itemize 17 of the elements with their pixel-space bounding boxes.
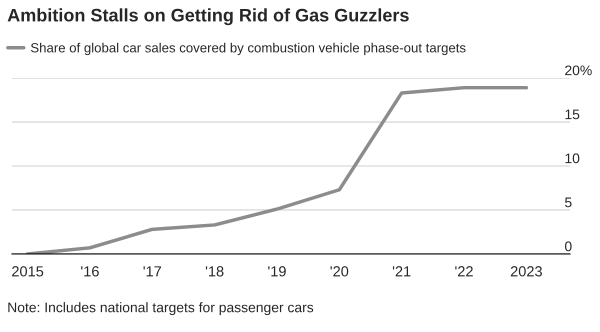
chart-title: Ambition Stalls on Getting Rid of Gas Guzzlers [8,8,409,26]
x-tick-label: '19 [268,266,286,276]
x-tick-label: 2023 [510,266,542,276]
legend-label: Share of global car sales covered by combustion vehicle phase-out targets [30,42,466,56]
y-tick-label: 15 [566,110,580,120]
x-tick-label: '20 [330,266,348,276]
x-tick-label: '17 [144,266,162,276]
text: Note: Includes national targets for passenger cars [8,302,314,316]
x-tick-label: '18 [206,266,224,276]
x-tick-label: '22 [455,266,473,276]
y-tick-label: 10 [566,153,580,164]
y-tick-label: 20% [565,65,592,76]
y-tick-label: 5 [565,198,572,208]
x-tick-label: 2015 [12,266,44,276]
y-tick-label: 0 [564,241,572,252]
x-tick-label: '16 [81,266,99,276]
x-tick-label: '21 [392,266,410,276]
